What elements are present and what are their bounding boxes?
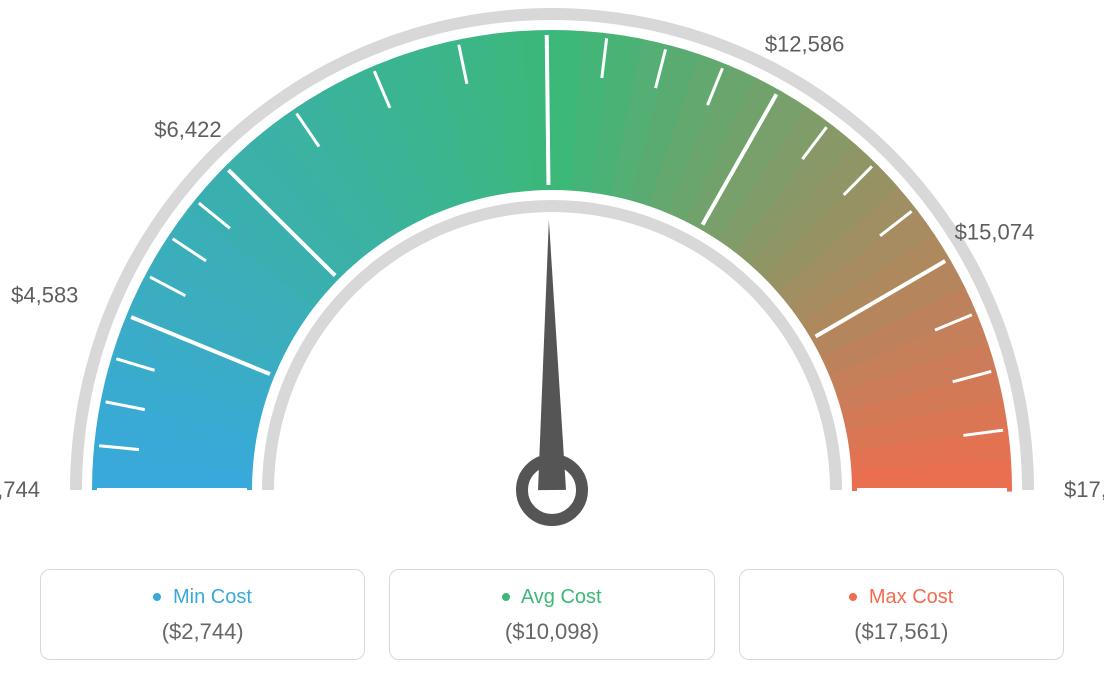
svg-text:$6,422: $6,422: [154, 117, 221, 142]
svg-text:$12,586: $12,586: [765, 32, 845, 57]
svg-text:$2,744: $2,744: [0, 477, 40, 502]
max-cost-label-text: Max Cost: [869, 586, 953, 608]
cost-gauge: $2,744$4,583$6,422$10,098$12,586$15,074$…: [0, 0, 1104, 560]
min-cost-value: ($2,744): [53, 619, 352, 645]
max-cost-value: ($17,561): [752, 619, 1051, 645]
summary-cards: Min Cost ($2,744) Avg Cost ($10,098) Max…: [40, 569, 1064, 660]
min-cost-card: Min Cost ($2,744): [40, 569, 365, 660]
min-cost-dot: [153, 593, 161, 601]
max-cost-dot: [849, 593, 857, 601]
svg-text:$15,074: $15,074: [955, 219, 1035, 244]
avg-cost-dot: [502, 593, 510, 601]
avg-cost-label-text: Avg Cost: [521, 586, 602, 608]
avg-cost-card: Avg Cost ($10,098): [389, 569, 714, 660]
min-cost-label: Min Cost: [53, 586, 352, 609]
svg-text:$4,583: $4,583: [11, 282, 78, 307]
avg-cost-label: Avg Cost: [402, 586, 701, 609]
avg-cost-value: ($10,098): [402, 619, 701, 645]
svg-text:$17,561: $17,561: [1064, 477, 1104, 502]
max-cost-card: Max Cost ($17,561): [739, 569, 1064, 660]
max-cost-label: Max Cost: [752, 586, 1051, 609]
min-cost-label-text: Min Cost: [173, 586, 252, 608]
